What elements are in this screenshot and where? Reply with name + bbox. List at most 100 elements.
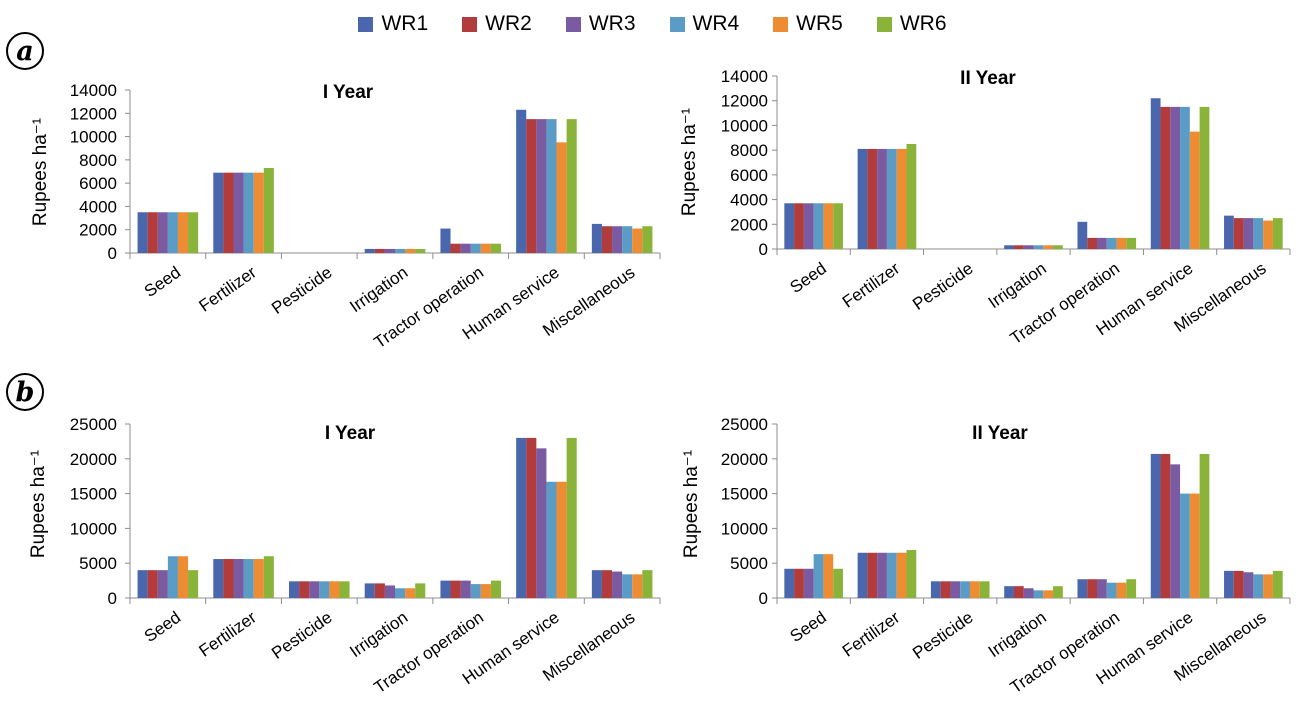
chart2-category-label: Fertilizer: [839, 259, 904, 312]
chart3-bar-wr3: [536, 448, 547, 598]
chart2-bar-wr6: [906, 143, 917, 249]
chart3-bar-wr2: [223, 559, 234, 598]
chart1-bar-wr5: [253, 172, 264, 253]
chart1-y-tick-label: 8000: [79, 151, 117, 170]
chart1-y-tick-label: 4000: [79, 197, 117, 216]
chart3-category-label: Pesticide: [268, 608, 335, 663]
chart3-bar-wr1: [289, 581, 300, 598]
chart4-y-axis-label: Rupees ha⁻¹: [681, 450, 702, 558]
chart3-title: I Year: [325, 423, 376, 444]
chart1-bar-wr2: [450, 243, 461, 253]
chart3-bar-wr3: [612, 571, 623, 598]
chart4-y-tick-label: 20000: [721, 450, 768, 469]
chart2-bar-wr4: [1033, 245, 1044, 249]
chart4-bar-wr6: [906, 549, 917, 598]
chart4-bar-wr5: [969, 581, 980, 598]
chart2-bar-wr5: [896, 148, 907, 249]
chart1-bar-wr4: [395, 248, 406, 253]
chart2-bar-wr4: [886, 148, 897, 249]
legend-item-wr6: WR6: [876, 12, 947, 36]
chart3-y-tick-label: 25000: [70, 415, 117, 434]
chart2-category-label: Seed: [787, 259, 830, 297]
chart4-category-label: Pesticide: [909, 608, 976, 663]
chart3-category-label: Irrigation: [346, 608, 411, 662]
legend-label-wr4: WR4: [692, 12, 740, 35]
chart3-bar-wr2: [374, 583, 385, 598]
legend-item-wr2: WR2: [462, 12, 532, 36]
chart2-bar-wr1: [784, 203, 795, 249]
chart1-bar-wr6: [263, 168, 274, 253]
chart3-bar-wr4: [167, 556, 178, 598]
chart1-bar-wr5: [480, 243, 491, 253]
chart2-bar-wr1: [857, 148, 868, 249]
chart4-bar-wr3: [950, 581, 961, 598]
legend-label-wr2: WR2: [485, 12, 532, 35]
chart3-bar-wr6: [490, 580, 501, 598]
chart2-bar-wr4: [813, 203, 824, 249]
chart3-bar-wr3: [157, 570, 168, 598]
chart3-bar-wr4: [546, 481, 557, 598]
chart1-bar-wr1: [213, 172, 224, 253]
chart2-y-tick-label: 4000: [730, 191, 768, 210]
chart4-y-tick-label: 10000: [721, 519, 768, 538]
chart1-bar-wr6: [188, 212, 199, 253]
legend-label-wr6: WR6: [899, 12, 947, 35]
chart1-bar-wr6: [642, 226, 653, 253]
chart1-bar-wr3: [384, 248, 395, 253]
chart4-bar-wr4: [1033, 590, 1044, 598]
chart2-y-tick-label: 6000: [730, 166, 768, 185]
chart4-bar-wr3: [1170, 464, 1181, 598]
chart3-bar-wr1: [213, 559, 224, 598]
chart4-bar-wr2: [1160, 453, 1171, 598]
chart4-bar-wr2: [867, 552, 878, 598]
chart3-y-axis-label: Rupees ha⁻¹: [28, 450, 49, 558]
chart4-bar-wr4: [813, 554, 824, 598]
chart3-bar-wr4: [470, 584, 481, 598]
chart3-bar-wr4: [243, 559, 254, 598]
legend-swatch-wr3: [565, 16, 581, 32]
chart3-y-tick-label: 0: [108, 589, 117, 608]
legend-swatch-wr6: [876, 16, 892, 32]
chart4-bar-wr3: [1243, 572, 1254, 598]
chart2-bar-wr3: [1097, 237, 1107, 249]
chart2-y-tick-label: 0: [759, 240, 768, 259]
chart4-y-tick-label: 25000: [721, 415, 768, 434]
legend-item-wr1: WR1: [358, 12, 428, 36]
chart2-bar-wr3: [1170, 106, 1181, 249]
chart4-bar-wr5: [1116, 582, 1127, 598]
chart1-category-label: Seed: [141, 263, 184, 301]
chart1-bar-wr4: [622, 226, 633, 253]
chart4-bar-wr6: [1126, 579, 1137, 598]
chart3-y-tick-label: 20000: [70, 450, 117, 469]
chart1-y-tick-label: 6000: [79, 174, 117, 193]
legend-label-wr5: WR5: [796, 12, 843, 35]
chart3-y-tick-label: 10000: [70, 519, 117, 538]
chart1-category-label: Irrigation: [346, 263, 411, 317]
chart4-bar-wr6: [1053, 586, 1063, 598]
chart3-y-tick-label: 5000: [79, 554, 117, 573]
chart4-bar-wr1: [784, 568, 795, 598]
chart4-bar-wr4: [1180, 493, 1190, 598]
chart1-bar-wr5: [405, 248, 416, 253]
chart2-bar-wr3: [1023, 245, 1034, 249]
chart2-y-tick-label: 14000: [721, 67, 768, 86]
chart3-bar-wr6: [566, 437, 577, 598]
chart1-bar-wr4: [243, 172, 254, 253]
chart3-bar-wr5: [480, 584, 491, 598]
chart3-category-label: Seed: [141, 608, 184, 646]
chart1-y-tick-label: 10000: [70, 128, 117, 147]
chart4-bar-wr1: [1150, 453, 1161, 598]
chart4-bar-wr6: [979, 581, 990, 598]
chart4-bar-wr1: [1077, 579, 1088, 598]
chart2-bar-wr6: [1053, 245, 1063, 249]
chart1-bar-wr2: [223, 172, 234, 253]
chart3-bar-wr6: [415, 583, 426, 598]
chart1-bar-wr1: [137, 212, 148, 253]
chart3-bar-wr5: [177, 556, 189, 598]
chart4-bar-wr4: [1253, 574, 1264, 598]
chart3-bar-wr1: [137, 570, 148, 598]
chart1-bar-wr2: [526, 119, 537, 253]
chart2-bar-wr2: [1087, 237, 1098, 249]
chart2-bar-wr2: [1160, 106, 1171, 249]
chart2-bar-wr1: [1077, 221, 1088, 249]
